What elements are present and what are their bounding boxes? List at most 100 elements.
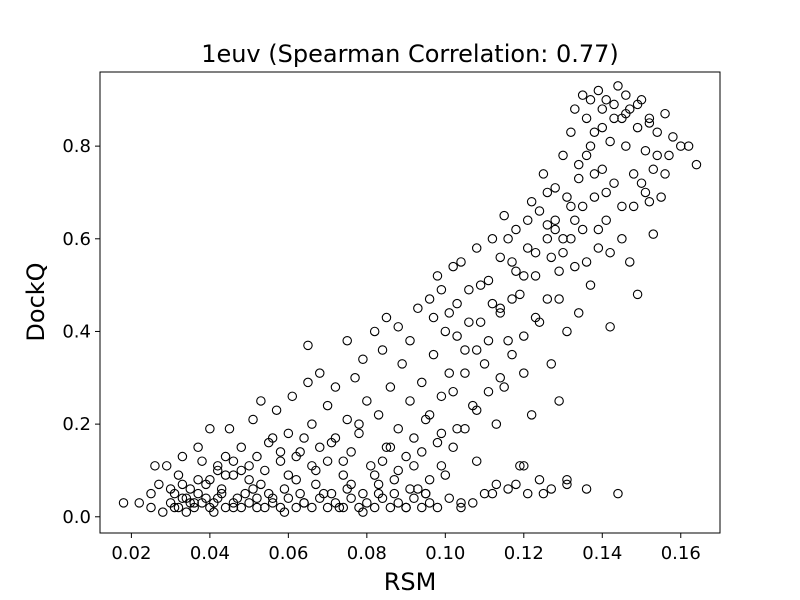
data-point (558, 247, 568, 258)
data-point (369, 326, 380, 337)
data-point (420, 488, 431, 499)
data-point (244, 498, 254, 508)
data-point (432, 437, 443, 448)
data-point (409, 461, 419, 471)
data-point (177, 451, 188, 462)
data-point (668, 132, 678, 142)
data-point (566, 234, 576, 244)
data-point (397, 359, 407, 369)
data-point (475, 280, 486, 290)
x-tick-label: 0.04 (190, 543, 230, 564)
data-point (511, 479, 521, 490)
data-point (322, 456, 333, 466)
data-point (342, 484, 352, 494)
data-point (448, 261, 458, 272)
data-point (362, 498, 372, 508)
data-point (303, 377, 313, 388)
data-point (244, 474, 254, 485)
data-point (522, 243, 533, 253)
data-point (346, 447, 356, 457)
data-point (220, 470, 231, 480)
data-point (240, 488, 250, 499)
data-point (354, 502, 364, 513)
data-point (338, 456, 349, 466)
data-point (570, 261, 580, 272)
data-point (628, 201, 639, 212)
data-point (212, 461, 223, 471)
data-point (601, 215, 611, 226)
data-point (581, 484, 592, 494)
data-point (362, 396, 372, 406)
data-point (440, 326, 451, 337)
data-point (432, 271, 443, 281)
data-point (511, 224, 521, 235)
data-point (570, 215, 580, 226)
data-point (444, 368, 454, 378)
data-point (452, 331, 462, 341)
data-point (613, 81, 623, 91)
data-point (232, 493, 243, 503)
data-point (417, 447, 427, 457)
data-point (585, 141, 596, 151)
data-point (609, 178, 619, 188)
data-point (330, 382, 341, 392)
data-point (597, 164, 608, 175)
data-point (628, 169, 639, 179)
data-point (570, 104, 580, 114)
data-point (263, 488, 274, 499)
data-point (267, 498, 278, 508)
data-point (511, 266, 521, 276)
data-point (495, 373, 505, 383)
data-point (577, 90, 588, 100)
data-point (495, 308, 505, 318)
data-point (436, 461, 447, 471)
data-point (271, 405, 282, 415)
data-point (503, 335, 513, 346)
data-point (503, 234, 513, 244)
data-point (546, 359, 557, 369)
data-point (621, 90, 631, 100)
data-point (613, 488, 623, 499)
data-point (566, 127, 576, 137)
data-point (530, 247, 541, 258)
data-point (585, 280, 596, 290)
data-point (487, 488, 498, 499)
data-point (636, 178, 647, 188)
data-point (165, 498, 176, 508)
data-point (432, 502, 443, 513)
data-point (597, 104, 608, 114)
data-point (417, 377, 427, 388)
data-point (471, 456, 482, 466)
data-point (436, 391, 447, 402)
data-point (542, 187, 553, 198)
data-point (503, 484, 513, 494)
data-point (640, 146, 651, 156)
data-point (456, 257, 466, 267)
data-point (605, 136, 615, 147)
data-point (534, 206, 545, 216)
y-axis-title: DockQ (22, 262, 50, 341)
y-tick-label: 0.0 (62, 507, 91, 528)
data-point (573, 159, 584, 170)
data-point (216, 484, 227, 494)
data-point (118, 498, 129, 508)
data-point (303, 340, 313, 351)
data-point (169, 488, 180, 499)
x-axis: 0.02 0.04 0.06 0.08 0.10 0.12 0.14 0.16 (111, 533, 701, 564)
data-point (550, 224, 560, 235)
data-point (260, 502, 270, 513)
data-point (460, 345, 470, 355)
data-point (585, 95, 596, 105)
data-point (581, 113, 592, 124)
data-point (499, 382, 509, 392)
data-point (393, 465, 403, 476)
data-point (373, 479, 384, 490)
data-point (389, 488, 400, 499)
data-point (311, 479, 321, 490)
data-point (291, 502, 301, 513)
x-tick-label: 0.14 (582, 543, 622, 564)
x-tick-label: 0.06 (268, 543, 308, 564)
y-axis: 0.0 0.2 0.4 0.6 0.8 (62, 136, 100, 528)
data-point (691, 159, 702, 170)
data-point (322, 502, 333, 513)
